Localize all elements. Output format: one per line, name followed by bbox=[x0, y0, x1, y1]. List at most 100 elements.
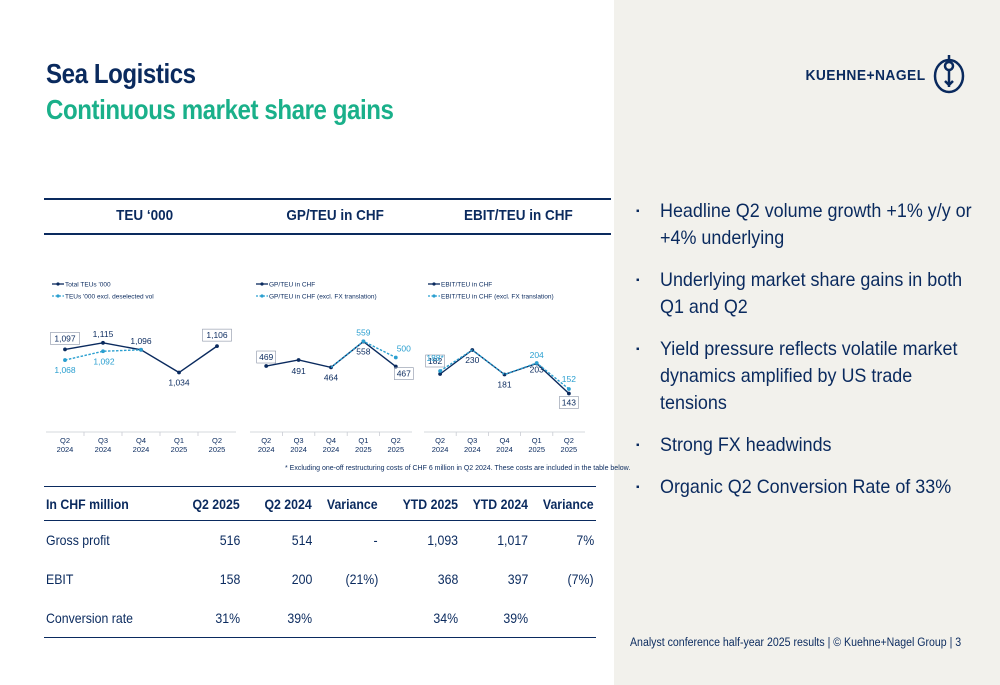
x-tick-label: Q3 bbox=[98, 436, 108, 445]
page-subtitle: Continuous market share gains bbox=[46, 94, 394, 125]
table-cell: 516 bbox=[219, 532, 240, 549]
x-tick-label: Q3 bbox=[294, 436, 304, 445]
data-label-box bbox=[559, 396, 579, 409]
x-tick-label: Q2 bbox=[564, 436, 574, 445]
footnote: * Excluding one-off restructuring costs … bbox=[285, 465, 631, 472]
table-row: Gross profit 516 514 - 1,093 1,017 7% bbox=[44, 521, 596, 560]
data-label: 1,034 bbox=[168, 378, 190, 388]
data-label: 467 bbox=[397, 369, 411, 379]
data-label: 152 bbox=[562, 374, 576, 384]
table-cell: 31% bbox=[172, 598, 242, 638]
data-point bbox=[264, 364, 269, 368]
table-cell: - bbox=[373, 532, 378, 549]
data-point bbox=[63, 358, 67, 362]
column-header-ebit-teu: EBIT/TEU in CHF bbox=[464, 207, 573, 224]
data-label: 1,115 bbox=[93, 329, 114, 339]
table-header-cell: In CHF million bbox=[44, 486, 172, 521]
table-cell: 39% bbox=[242, 598, 314, 638]
series-line bbox=[64, 342, 218, 374]
bullet-square-icon: ▪ bbox=[636, 206, 640, 217]
x-tick-label: Q1 bbox=[358, 436, 368, 445]
x-tick-label: Q4 bbox=[326, 436, 336, 445]
data-label: 558 bbox=[356, 347, 370, 357]
x-tick-label: 2025 bbox=[171, 445, 188, 454]
table-cell: 397 bbox=[507, 571, 528, 587]
bullet-item: ▪ Strong FX headwinds bbox=[636, 432, 986, 459]
data-label-box bbox=[202, 328, 232, 342]
legend-label: TEUs '000 excl. deselected vol bbox=[65, 294, 154, 301]
x-tick-label: Q2 bbox=[435, 436, 445, 445]
x-tick-label: Q1 bbox=[174, 436, 184, 445]
bullet-item: ▪ Organic Q2 Conversion Rate of 33% bbox=[636, 474, 986, 501]
x-tick-label: Q1 bbox=[532, 436, 542, 445]
data-label-box bbox=[50, 332, 80, 345]
table-cell: EBIT bbox=[46, 571, 74, 587]
x-tick-label: 2025 bbox=[209, 445, 226, 454]
data-label: 559 bbox=[356, 327, 370, 337]
table-header-row: In CHF million Q2 2025 Q2 2024 Variance … bbox=[44, 486, 596, 521]
data-label: 1,106 bbox=[206, 330, 228, 340]
legend-label: EBIT/TEU in CHF (excl. FX translation) bbox=[441, 294, 554, 301]
data-point bbox=[534, 361, 539, 365]
data-label: 181 bbox=[497, 380, 511, 390]
column-header-gp-teu: GP/TEU in CHF bbox=[286, 207, 384, 224]
table-cell: 34% bbox=[380, 598, 460, 638]
data-point bbox=[101, 349, 105, 354]
table-cell: 368 bbox=[437, 571, 458, 587]
data-point bbox=[177, 370, 181, 375]
table-header-cell: Variance bbox=[530, 486, 596, 521]
table-cell: 158 bbox=[219, 571, 240, 587]
table-cell: 514 bbox=[291, 532, 312, 549]
data-label: 204 bbox=[530, 350, 544, 360]
table-row: EBIT 158 200 (21%) 368 397 (7%) bbox=[44, 560, 596, 599]
data-label: 203 bbox=[530, 365, 544, 375]
data-label: 1,068 bbox=[54, 365, 76, 375]
data-point bbox=[438, 372, 442, 376]
header-rule-bottom bbox=[44, 233, 611, 235]
table-cell: 1,017 bbox=[497, 532, 528, 549]
right-panel bbox=[614, 0, 1000, 685]
x-tick-label: Q2 bbox=[60, 436, 70, 445]
table-header-cell: Q2 2024 bbox=[242, 486, 314, 521]
data-label-box bbox=[393, 367, 414, 380]
data-point bbox=[567, 391, 571, 396]
legend-marker bbox=[432, 282, 436, 286]
x-tick-label: 2024 bbox=[57, 445, 74, 454]
x-tick-label: 2024 bbox=[133, 445, 150, 454]
x-tick-label: 2025 bbox=[528, 445, 545, 454]
table-cell bbox=[530, 598, 596, 638]
data-label: 491 bbox=[292, 366, 306, 376]
data-point bbox=[215, 344, 219, 349]
bullet-square-icon: ▪ bbox=[636, 482, 640, 493]
data-label: 230 bbox=[465, 355, 479, 365]
data-label: 1,092 bbox=[93, 356, 115, 366]
series-line-dashed bbox=[439, 349, 570, 390]
x-tick-label: 2024 bbox=[290, 445, 307, 454]
anchor-key-icon bbox=[933, 55, 964, 94]
legend-marker bbox=[260, 294, 264, 298]
data-label: 182 bbox=[428, 356, 442, 366]
header-rule-top bbox=[44, 198, 611, 200]
data-point bbox=[393, 355, 398, 360]
column-header-teu: TEU ‘000 bbox=[116, 207, 174, 224]
bullet-item: ▪ Underlying market share gains in both Q… bbox=[636, 269, 963, 318]
x-tick-label: 2024 bbox=[432, 445, 449, 454]
data-point bbox=[101, 340, 105, 345]
table-header-cell: Variance bbox=[314, 486, 380, 521]
legend-marker bbox=[56, 282, 60, 286]
page-title: Sea Logistics bbox=[46, 58, 196, 89]
table-row: Conversion rate 31% 39% 34% 39% bbox=[44, 598, 596, 638]
table-cell: (7%) bbox=[567, 571, 594, 587]
data-label: 1,096 bbox=[130, 336, 152, 346]
data-point bbox=[567, 387, 571, 391]
data-label: 464 bbox=[324, 372, 338, 382]
company-logo: KUEHNE+NAGEL bbox=[795, 55, 966, 95]
series-line bbox=[266, 340, 397, 369]
data-label: 188* bbox=[426, 353, 444, 363]
x-tick-label: 2024 bbox=[496, 445, 513, 454]
data-label-box bbox=[256, 350, 277, 364]
data-point bbox=[438, 369, 442, 373]
legend-marker bbox=[432, 294, 436, 298]
x-tick-label: 2024 bbox=[464, 445, 481, 454]
